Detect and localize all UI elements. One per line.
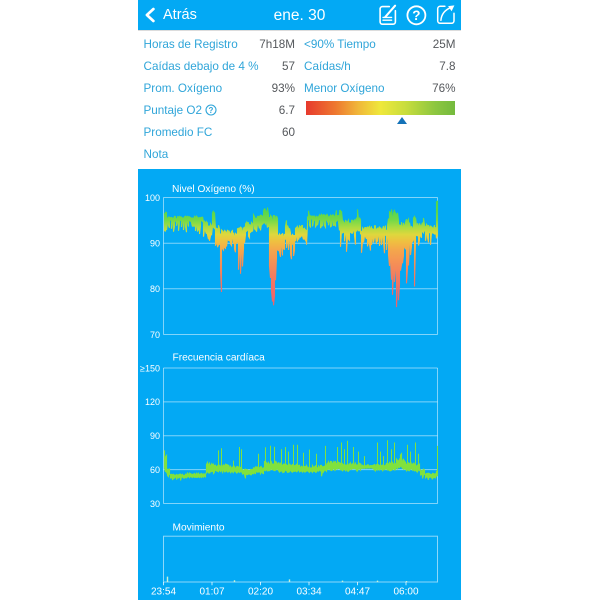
svg-text:Movimiento: Movimiento (173, 523, 225, 534)
svg-text:23:54: 23:54 (151, 587, 176, 598)
svg-text:≥150: ≥150 (140, 363, 160, 373)
svg-text:120: 120 (145, 397, 160, 407)
svg-text:?: ? (208, 106, 213, 115)
svg-text:04:47: 04:47 (345, 587, 370, 598)
svg-text:90: 90 (150, 239, 160, 249)
svg-text:02:20: 02:20 (248, 587, 273, 598)
svg-text:06:00: 06:00 (393, 587, 418, 598)
svg-text:60: 60 (150, 465, 160, 475)
svg-text:?: ? (412, 8, 420, 23)
svg-text:90: 90 (150, 431, 160, 441)
svg-text:Frecuencia cardíaca: Frecuencia cardíaca (173, 353, 266, 364)
svg-text:30: 30 (150, 499, 160, 509)
svg-text:Nivel Oxígeno (%): Nivel Oxígeno (%) (172, 184, 255, 195)
svg-text:100: 100 (145, 193, 160, 203)
svg-text:01:07: 01:07 (199, 587, 224, 598)
svg-text:80: 80 (150, 284, 160, 294)
svg-text:03:34: 03:34 (296, 587, 321, 598)
svg-text:70: 70 (150, 330, 160, 340)
